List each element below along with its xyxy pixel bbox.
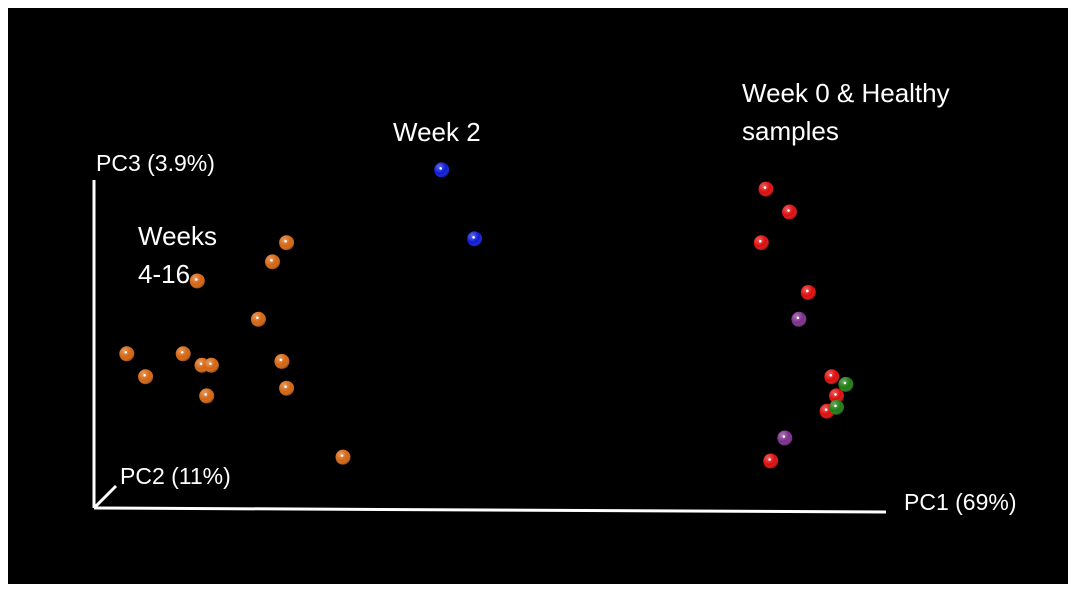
point-shading-weeks-4-16-4 [250,311,266,327]
annotation-week-0-healthy-line-2: samples [742,116,839,146]
point-shading-weeks-4-16-12 [279,380,295,396]
pc3-axis-label: PC3 (3.9%) [96,150,215,176]
point-shading-weeks-4-16-10 [279,235,295,251]
point-shading-weeks-4-16-11 [274,353,290,369]
point-highlight-weeks-4-16-4 [256,316,259,320]
point-shading-weeks-4-16-7 [203,357,219,373]
point-shading-healthy-green-2 [829,399,844,415]
group-annotations: Weeks 4-16 Week 2 Week 0 & Healthy sampl… [138,78,957,289]
axis-labels: PC3 (3.9%) PC1 (69%) PC2 (11%) [96,150,1016,515]
point-shading-healthy-purple-2 [777,430,793,446]
annotation-weeks-4-16-line-1: Weeks [138,221,217,251]
point-shading-week-0-1 [758,181,774,197]
point-shading-weeks-4-16-1 [119,346,135,362]
point-shading-week-0-6 [829,388,844,404]
pc1-axis-line [93,506,887,514]
point-shading-healthy-purple-1 [791,311,807,327]
pc1-axis-label: PC1 (69%) [904,489,1016,515]
point-highlight-week-0-5 [829,373,833,377]
axes [92,180,887,514]
point-highlight-week-0-2 [787,209,790,212]
point-shading-weeks-4-16-9 [265,254,280,270]
point-highlight-week-0-7 [824,408,828,412]
annotation-weeks-4-16-line-2: 4-16 [138,259,190,289]
point-shading-week-0-4 [800,284,816,300]
point-highlight-weeks-4-16-2 [195,278,198,281]
pca-3d-scatter-chart: PC3 (3.9%) PC1 (69%) PC2 (11%) Weeks 4-1… [92,78,1016,515]
point-highlight-weeks-4-16-5 [143,373,146,377]
point-highlight-healthy-green-1 [843,381,847,385]
chart-frame: PC3 (3.9%) PC1 (69%) PC2 (11%) Weeks 4-1… [8,8,1068,584]
point-highlight-weeks-4-16-8 [204,393,207,396]
point-shading-weeks-4-16-5 [138,369,154,385]
pc2-axis-line [92,484,118,510]
point-highlight-healthy-purple-2 [782,435,786,438]
point-highlight-weeks-4-16-3 [180,350,184,354]
annotation-week-0-healthy: Week 0 & Healthy samples [742,78,957,146]
annotation-week-2-line-1: Week 2 [393,117,481,147]
point-shading-week-0-5 [824,369,840,385]
point-highlight-weeks-4-16-1 [124,350,128,354]
pc2-axis-label: PC2 (11%) [120,463,231,489]
point-shading-week-0-3 [753,235,769,251]
data-points [119,162,854,469]
point-highlight-weeks-4-16-13 [340,454,344,457]
point-highlight-weeks-4-16-7 [209,362,212,366]
point-shading-week-2-2 [467,231,483,247]
point-highlight-week-2-1 [439,167,443,170]
point-highlight-weeks-4-16-6 [199,362,203,366]
point-highlight-week-2-2 [472,236,475,239]
point-highlight-week-0-4 [806,289,809,293]
point-highlight-weeks-4-16-11 [279,358,283,362]
point-shading-week-0-2 [782,204,797,220]
point-shading-weeks-4-16-3 [175,346,191,362]
point-shading-week-2-1 [434,162,450,178]
point-highlight-weeks-4-16-9 [270,259,273,262]
point-shading-weeks-4-16-2 [189,273,205,289]
annotation-week-2: Week 2 [393,117,481,147]
point-shading-healthy-green-1 [838,376,854,392]
point-highlight-week-0-8 [768,458,771,461]
point-shading-week-0-8 [763,453,779,469]
annotation-weeks-4-16: Weeks 4-16 [138,221,224,289]
point-shading-weeks-4-16-13 [335,449,351,465]
point-highlight-weeks-4-16-10 [284,239,287,243]
annotation-week-0-healthy-line-1: Week 0 & Healthy [742,78,950,108]
point-highlight-week-0-1 [763,186,767,189]
point-highlight-healthy-green-2 [834,404,837,408]
point-highlight-healthy-purple-1 [796,316,800,320]
point-shading-weeks-4-16-8 [199,388,215,404]
point-highlight-weeks-4-16-12 [284,385,287,389]
point-highlight-week-0-6 [834,393,837,396]
point-highlight-week-0-3 [759,239,762,243]
